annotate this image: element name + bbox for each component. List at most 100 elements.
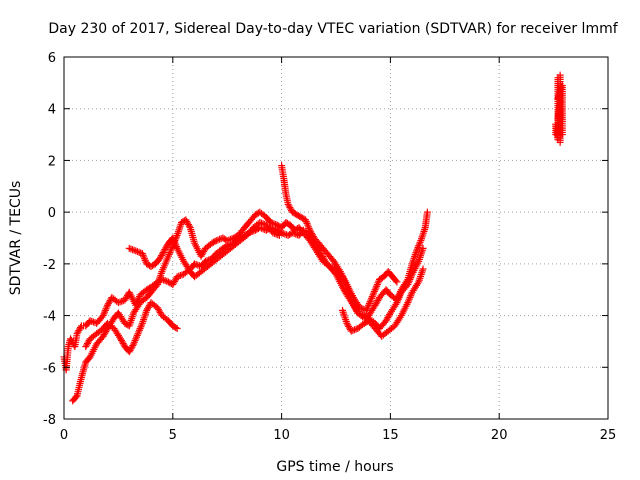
data-point-marker bbox=[554, 115, 562, 123]
data-point-marker bbox=[165, 250, 173, 258]
data-point-marker bbox=[415, 240, 423, 248]
data-point-marker bbox=[393, 296, 401, 304]
data-point-marker bbox=[373, 281, 381, 289]
data-point-marker bbox=[130, 246, 138, 254]
data-point-marker bbox=[350, 326, 358, 334]
data-point-marker bbox=[405, 295, 413, 303]
data-point-marker bbox=[404, 299, 412, 307]
data-point-marker bbox=[364, 303, 372, 311]
data-point-marker bbox=[257, 219, 265, 227]
data-point-marker bbox=[225, 236, 233, 244]
data-point-marker bbox=[268, 219, 276, 227]
y-tick-label: -8 bbox=[43, 413, 56, 428]
data-point-marker bbox=[368, 293, 376, 301]
x-tick-label: 15 bbox=[382, 428, 399, 443]
data-point-marker bbox=[413, 247, 421, 255]
data-point-marker bbox=[371, 286, 379, 294]
data-point-marker bbox=[141, 256, 149, 264]
data-point-marker bbox=[392, 277, 400, 285]
data-point-marker bbox=[129, 342, 137, 350]
data-point-marker bbox=[172, 241, 180, 249]
data-point-marker bbox=[396, 313, 404, 321]
data-point-marker bbox=[269, 229, 277, 237]
data-point-marker bbox=[103, 303, 111, 311]
data-point-marker bbox=[275, 231, 283, 239]
data-point-marker bbox=[77, 323, 85, 331]
data-point-marker bbox=[100, 310, 108, 318]
data-point-marker bbox=[369, 291, 377, 299]
data-point-marker bbox=[99, 312, 107, 320]
data-point-marker bbox=[372, 284, 380, 292]
data-point-marker bbox=[272, 220, 280, 228]
data-point-marker bbox=[393, 278, 401, 286]
data-point-marker bbox=[259, 220, 267, 228]
data-point-marker bbox=[419, 265, 427, 273]
data-point-marker bbox=[302, 216, 310, 224]
data-point-marker bbox=[367, 296, 375, 304]
data-point-marker bbox=[127, 245, 135, 253]
data-point-marker bbox=[349, 326, 357, 334]
data-point-marker bbox=[373, 282, 381, 290]
data-point-marker bbox=[137, 323, 145, 331]
data-point-marker bbox=[302, 218, 310, 226]
data-point-marker bbox=[133, 248, 141, 256]
data-point-marker bbox=[116, 298, 124, 306]
data-point-marker bbox=[169, 234, 177, 242]
data-point-marker bbox=[101, 308, 109, 316]
data-point-marker bbox=[175, 272, 183, 280]
data-point-marker bbox=[191, 260, 199, 268]
data-point-marker bbox=[133, 333, 141, 341]
data-point-marker bbox=[305, 225, 313, 233]
x-axis-label: GPS time / hours bbox=[276, 459, 393, 475]
data-point-marker bbox=[267, 218, 275, 226]
data-point-marker bbox=[335, 266, 343, 274]
data-point-marker bbox=[271, 229, 279, 237]
data-point-marker bbox=[173, 325, 181, 332]
data-point-marker bbox=[141, 255, 149, 263]
data-point-marker bbox=[272, 230, 280, 238]
data-point-marker bbox=[138, 250, 146, 258]
data-point-marker bbox=[72, 393, 80, 401]
y-tick-label: 2 bbox=[48, 154, 56, 169]
data-point-marker bbox=[171, 239, 179, 247]
data-point-marker bbox=[347, 327, 355, 335]
data-point-marker bbox=[395, 291, 403, 299]
data-point-marker bbox=[185, 222, 193, 230]
data-point-marker bbox=[396, 289, 404, 297]
data-point-marker bbox=[405, 297, 413, 305]
data-point-marker bbox=[132, 247, 140, 255]
data-point-marker bbox=[413, 245, 421, 253]
data-point-marker bbox=[368, 294, 376, 302]
data-point-marker bbox=[168, 243, 176, 251]
data-point-marker bbox=[370, 287, 378, 295]
data-point-marker bbox=[131, 337, 139, 345]
data-point-marker bbox=[192, 261, 200, 269]
data-point-marker bbox=[557, 85, 565, 93]
data-point-marker bbox=[134, 330, 142, 338]
data-point-marker bbox=[304, 221, 312, 229]
data-point-marker bbox=[101, 306, 109, 314]
data-point-marker bbox=[86, 317, 94, 325]
data-point-marker bbox=[362, 306, 370, 314]
data-point-marker bbox=[130, 340, 138, 348]
data-point-marker bbox=[114, 299, 122, 307]
x-tick-label: 0 bbox=[60, 428, 68, 443]
data-point-marker bbox=[304, 223, 312, 231]
x-tick-label: 20 bbox=[491, 428, 508, 443]
data-point-marker bbox=[102, 305, 110, 313]
data-point-marker bbox=[133, 331, 141, 339]
y-tick-label: 0 bbox=[48, 206, 56, 221]
data-point-marker bbox=[556, 71, 564, 79]
data-point-marker bbox=[132, 335, 140, 343]
data-point-marker bbox=[176, 271, 184, 279]
y-tick-label: 4 bbox=[48, 103, 56, 118]
data-point-marker bbox=[414, 280, 422, 288]
data-point-marker bbox=[129, 246, 137, 254]
y-axis-label: SDTVAR / TECUs bbox=[8, 181, 24, 296]
data-point-marker bbox=[365, 300, 373, 308]
data-point-marker bbox=[416, 238, 424, 246]
data-point-marker bbox=[363, 305, 371, 313]
data-point-marker bbox=[164, 252, 172, 260]
data-point-marker bbox=[555, 96, 563, 104]
plot-frame bbox=[63, 56, 609, 420]
